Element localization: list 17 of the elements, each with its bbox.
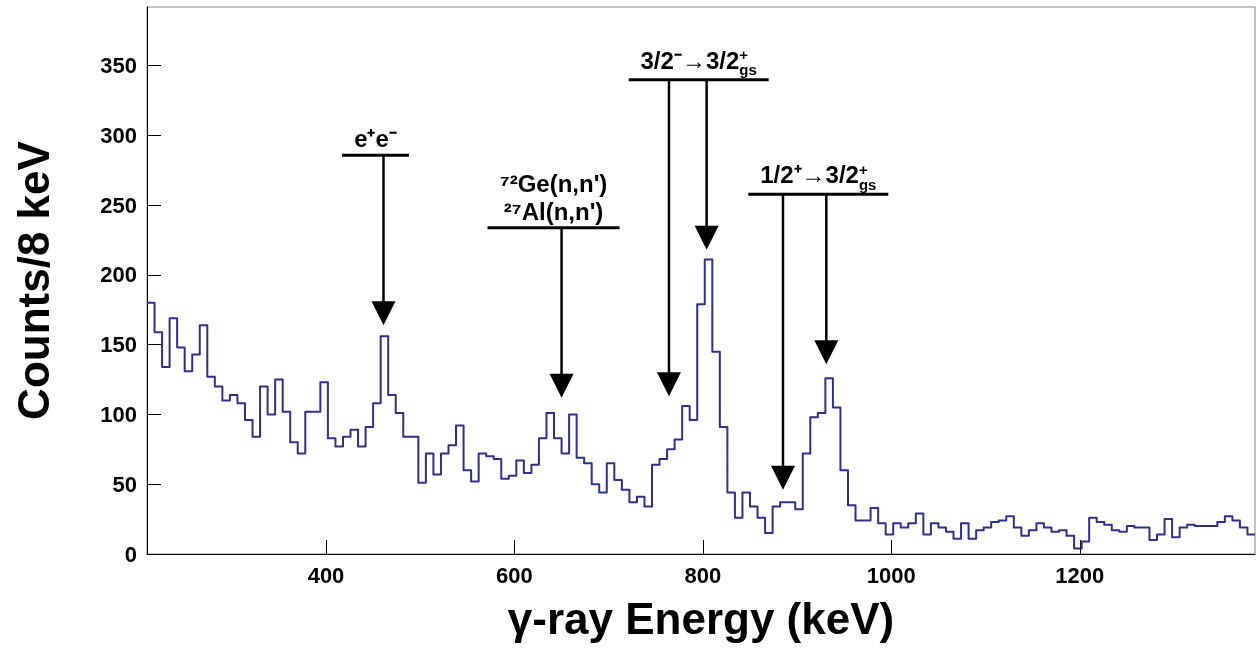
- annotation: e⁺e⁻: [354, 125, 397, 154]
- y-tick-label: 150: [100, 332, 137, 358]
- x-axis-title: γ-ray Energy (keV): [507, 593, 895, 643]
- y-tick-label: 350: [100, 53, 137, 79]
- x-tick-label: 400: [307, 562, 345, 588]
- annotation: ⁷²Ge(n,n') ²⁷Al(n,n'): [499, 169, 608, 226]
- x-tick-label: 800: [684, 562, 722, 588]
- y-tick-label: 0: [124, 541, 137, 567]
- y-tick-label: 250: [100, 192, 137, 218]
- y-axis-title: Counts/8 keV: [8, 140, 58, 420]
- x-tick-label: 1200: [1055, 562, 1105, 588]
- y-tick-label: 50: [112, 471, 137, 497]
- y-tick-label: 200: [100, 262, 137, 288]
- y-tick-label: 100: [100, 401, 137, 427]
- y-tick-label: 300: [100, 122, 137, 148]
- x-tick-label: 600: [496, 562, 533, 588]
- x-tick-label: 1000: [866, 562, 916, 588]
